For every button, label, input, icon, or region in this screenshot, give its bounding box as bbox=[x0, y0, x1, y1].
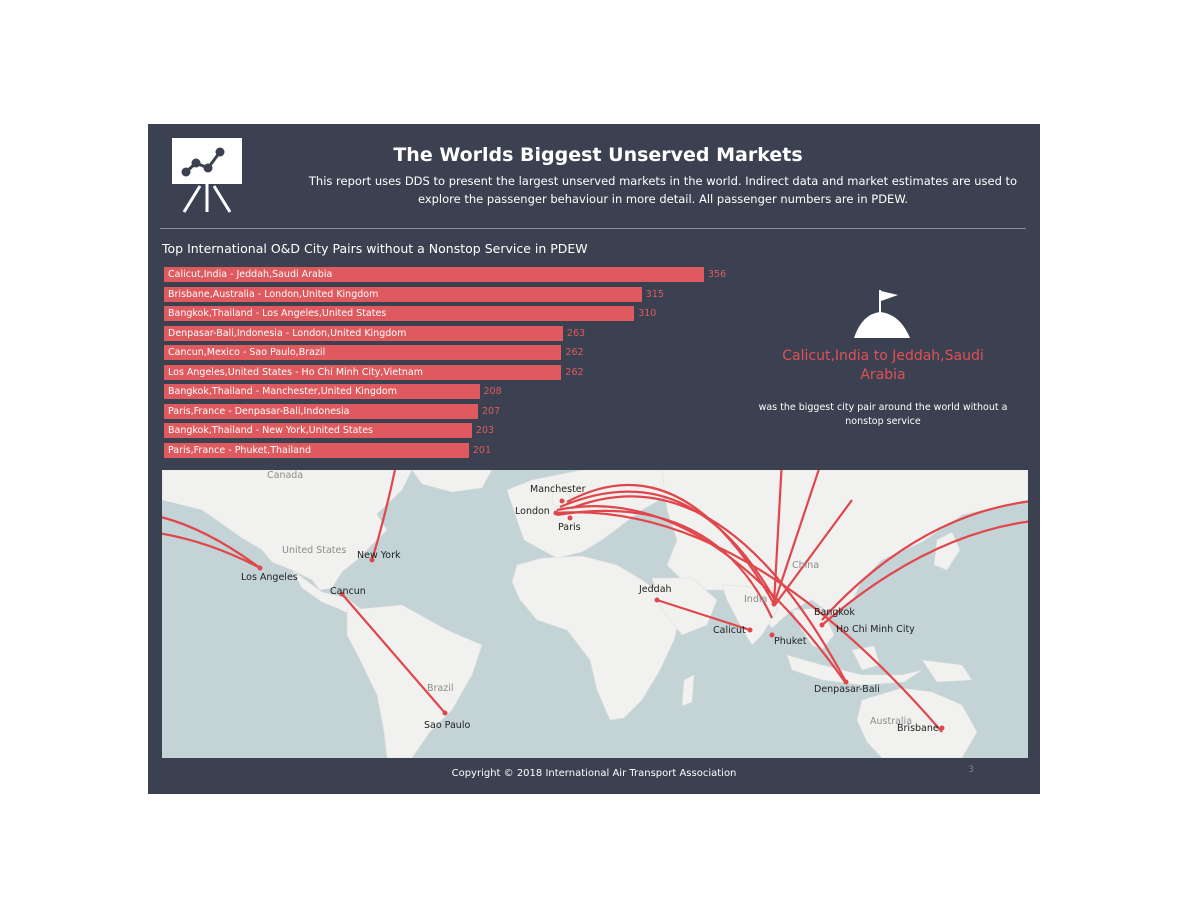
country-label: Brazil bbox=[427, 683, 454, 694]
page-number: 3 bbox=[968, 765, 974, 775]
bar-label: Brisbane,Australia - London,United Kingd… bbox=[168, 288, 379, 300]
bar-value-label: 208 bbox=[483, 386, 502, 397]
city-label: Manchester bbox=[530, 484, 586, 495]
copyright-text: Copyright © 2018 International Air Trans… bbox=[451, 768, 737, 779]
city-label: New York bbox=[357, 550, 401, 561]
bar-label: Calicut,India - Jeddah,Saudi Arabia bbox=[168, 269, 333, 280]
city-label: Brisbane bbox=[897, 723, 939, 734]
city-label: Ho Chi Minh City bbox=[836, 624, 915, 635]
bar bbox=[164, 442, 469, 458]
bar bbox=[164, 423, 472, 438]
bar-value-label: 356 bbox=[708, 269, 727, 280]
bar-label: Los Angeles,United States - Ho Chi Minh … bbox=[168, 366, 423, 378]
bar-value-label: 262 bbox=[565, 347, 584, 358]
page-description: This report uses DDS to present the larg… bbox=[308, 174, 1018, 206]
bar-chart: Calicut,India - Jeddah,Saudi Arabia 356 Br… bbox=[148, 124, 1040, 464]
city-label: Phuket bbox=[774, 636, 807, 647]
bar-value-label: 262 bbox=[565, 366, 584, 378]
city-label: Sao Paulo bbox=[424, 720, 471, 731]
bar bbox=[164, 384, 480, 399]
country-label: China bbox=[792, 560, 820, 571]
city-label: Denpasar-Bali bbox=[814, 684, 880, 695]
city-label: Calicut bbox=[713, 625, 746, 636]
bar-label: Denpasar-Bali,Indonesia - London,United … bbox=[168, 327, 407, 339]
bar bbox=[164, 306, 635, 321]
city-label: Paris bbox=[558, 522, 581, 533]
city-label: Los Angeles bbox=[241, 572, 298, 583]
bar bbox=[164, 267, 704, 282]
page-title: The Worlds Biggest Unserved Markets bbox=[393, 144, 803, 166]
bar-label: Paris,France - Denpasar-Bali,Indonesia bbox=[168, 405, 350, 417]
divider bbox=[160, 228, 1026, 229]
bar-value-label: 263 bbox=[566, 327, 586, 339]
bar-value-label: 310 bbox=[638, 308, 657, 319]
city-label: Bangkok bbox=[814, 607, 855, 618]
bar-label: Paris,France - Phuket,Thailand bbox=[168, 444, 312, 456]
route-map: Canada United States Brazil China India … bbox=[162, 470, 1028, 758]
bar bbox=[164, 286, 642, 302]
bar-label: Bangkok,Thailand - Los Angeles,United St… bbox=[168, 308, 387, 319]
bar-label: Cancun,Mexico - Sao Paulo,Brazil bbox=[168, 347, 326, 358]
country-label: United States bbox=[282, 545, 347, 556]
country-label: India bbox=[744, 594, 768, 605]
bar bbox=[164, 325, 563, 341]
summit-flag-icon bbox=[854, 290, 910, 338]
slide: The Worlds Biggest Unserved Markets This… bbox=[148, 124, 1040, 794]
highlight-title: Calicut,India to Jeddah,Saudi Arabia bbox=[782, 348, 984, 383]
bar-value-label: 203 bbox=[475, 425, 495, 436]
bar bbox=[164, 345, 562, 360]
city-label: Cancun bbox=[330, 586, 366, 597]
country-label: Australia bbox=[870, 716, 913, 727]
presentation-chart-icon bbox=[172, 138, 242, 213]
bar bbox=[164, 364, 562, 380]
city-label: London bbox=[515, 506, 550, 517]
bar-value-label: 207 bbox=[481, 405, 501, 417]
bar bbox=[164, 403, 478, 419]
bar-label: Bangkok,Thailand - Manchester,United Kin… bbox=[168, 386, 397, 397]
bar-value-label: 315 bbox=[645, 288, 664, 300]
city-label: Jeddah bbox=[639, 584, 672, 595]
bar-label: Bangkok,Thailand - New York,United State… bbox=[168, 425, 374, 436]
bar-value-label: 201 bbox=[472, 444, 492, 456]
highlight-subtitle: was the biggest city pair around the wor… bbox=[758, 402, 1008, 427]
world-map-svg bbox=[162, 470, 1028, 758]
country-label: Canada bbox=[267, 470, 304, 481]
chart-title: Top International O&D City Pairs without… bbox=[162, 241, 588, 256]
